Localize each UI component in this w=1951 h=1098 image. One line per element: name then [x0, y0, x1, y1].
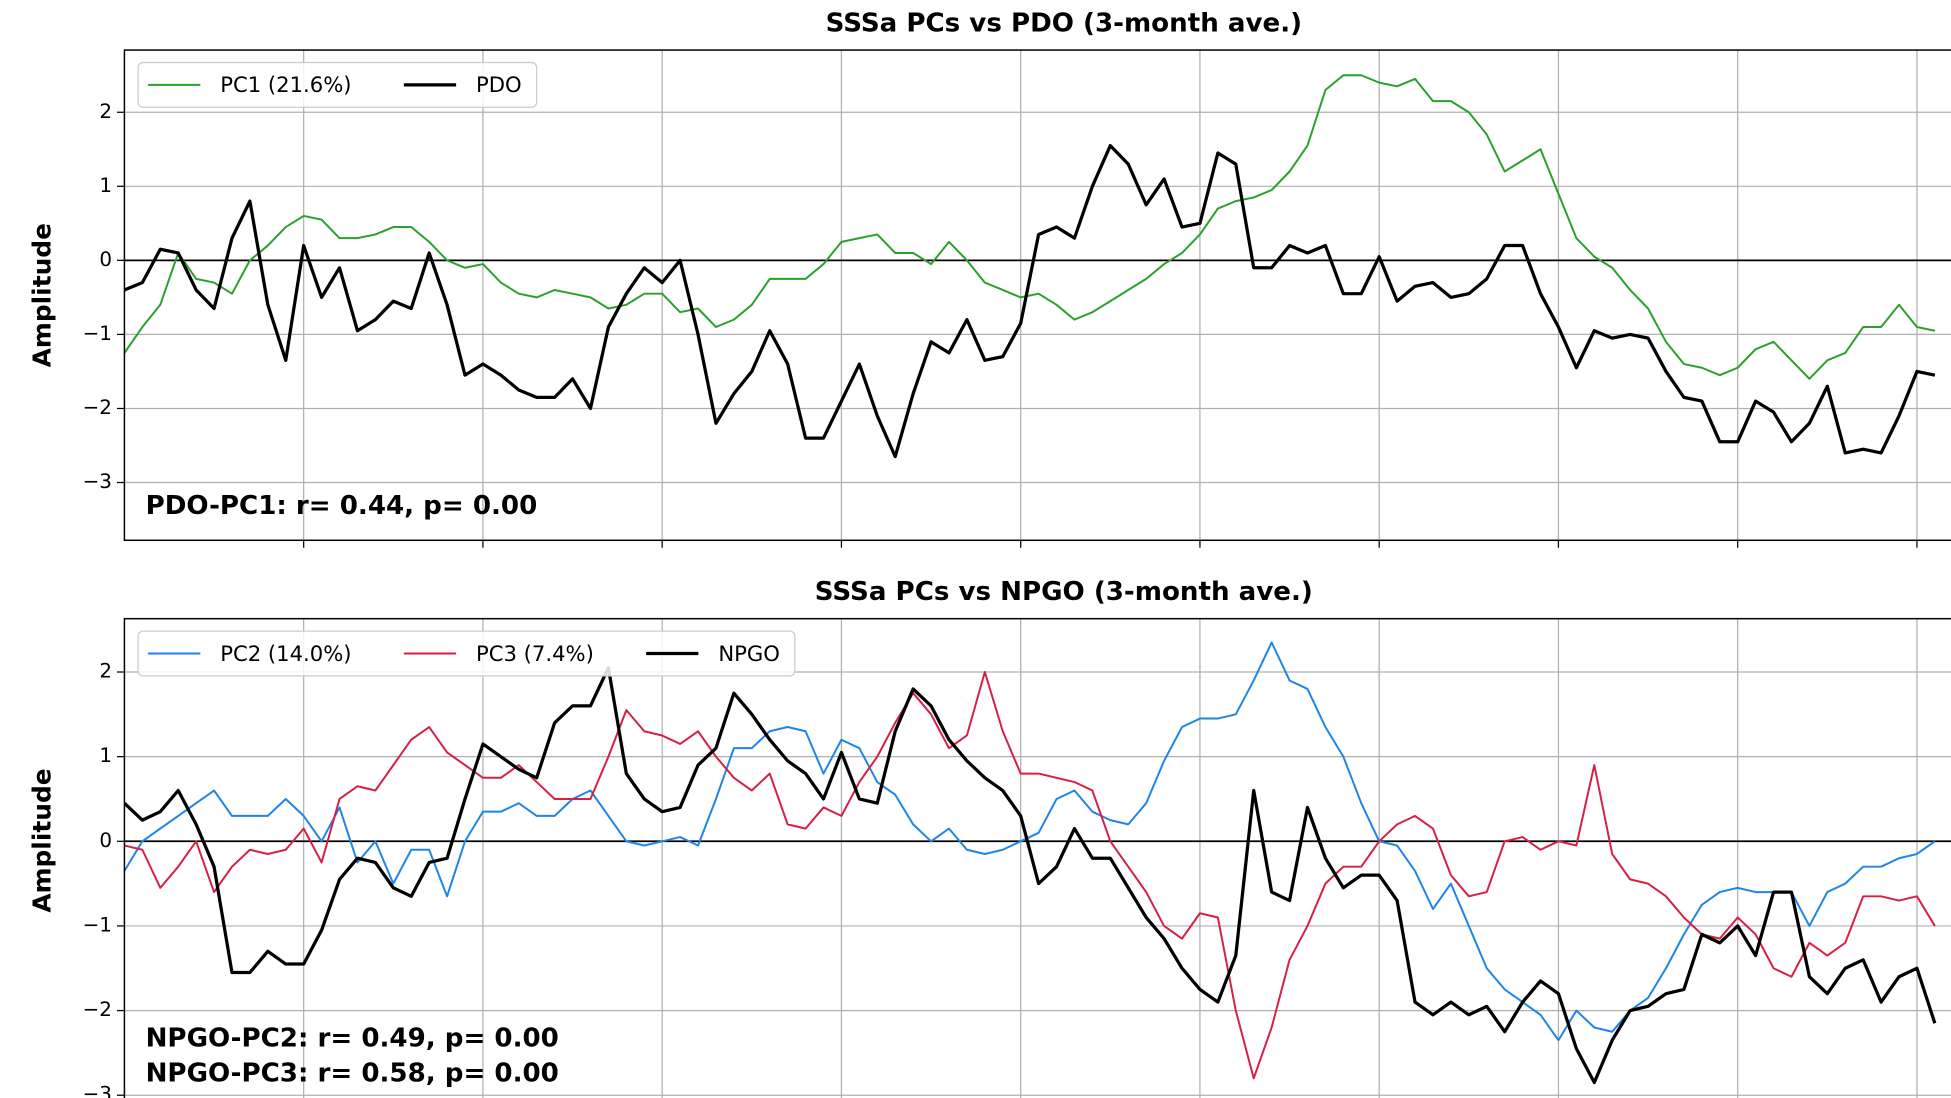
- y-tick-label: 2: [99, 100, 112, 123]
- legend-label: PDO: [476, 72, 522, 97]
- y-tick-label: −2: [83, 998, 112, 1021]
- axes-frame: [123, 617, 1951, 1098]
- axes-frame: [123, 49, 1951, 542]
- y-tick-label: 1: [99, 174, 112, 197]
- legend: PC1 (21.6%) PDO: [137, 61, 538, 108]
- y-tick-label: −1: [83, 322, 112, 345]
- plot-area: [124, 618, 1951, 1098]
- series-line: [124, 143, 1936, 459]
- y-tick-label: −2: [83, 396, 112, 419]
- y-tick-label: 2: [99, 660, 112, 683]
- y-axis-label: Amplitude: [28, 768, 57, 912]
- legend-label: PC3 (7.4%): [476, 641, 594, 666]
- y-tick-label: −3: [83, 1083, 112, 1098]
- legend-label: NPGO: [718, 641, 780, 666]
- y-tick-label: −3: [83, 470, 112, 493]
- y-axis-label: Amplitude: [28, 223, 57, 367]
- chart-title: SSSa PCs vs PDO (3-month ave.): [826, 8, 1302, 38]
- legend-label: PC1 (21.6%): [220, 72, 351, 97]
- y-tick-label: −1: [83, 913, 112, 936]
- plot-area: [124, 50, 1951, 541]
- chart-title: SSSa PCs vs NPGO (3-month ave.): [815, 577, 1313, 607]
- annotation: NPGO-PC2: r= 0.49, p= 0.00: [146, 1024, 559, 1054]
- legend-label: PC2 (14.0%): [220, 641, 351, 666]
- annotation: NPGO-PC3: r= 0.58, p= 0.00: [146, 1059, 559, 1089]
- legend: PC2 (14.0%) PC3 (7.4%) NPGO: [137, 630, 796, 677]
- legend-box: [137, 61, 538, 108]
- y-tick-label: 1: [99, 744, 112, 767]
- y-tick-label: 0: [99, 248, 112, 271]
- y-tick-label: 0: [99, 829, 112, 852]
- series-line: [124, 666, 1937, 1085]
- annotation: PDO-PC1: r= 0.44, p= 0.00: [146, 491, 538, 521]
- legend-box: [137, 630, 796, 677]
- series-line: [124, 74, 1936, 380]
- series-line: [124, 671, 1936, 1080]
